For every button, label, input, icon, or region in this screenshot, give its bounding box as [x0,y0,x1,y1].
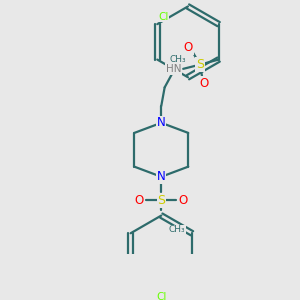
Text: Cl: Cl [158,12,168,22]
Text: O: O [135,194,144,207]
Text: S: S [157,194,165,207]
Text: O: O [184,41,193,54]
Text: O: O [178,194,188,207]
Text: O: O [200,77,209,90]
Text: CH₃: CH₃ [169,225,185,234]
Text: CH₃: CH₃ [169,55,186,64]
Text: S: S [196,58,204,71]
Text: HN: HN [166,64,182,74]
Text: N: N [157,116,166,129]
Text: N: N [157,170,166,183]
Text: Cl: Cl [156,292,166,300]
